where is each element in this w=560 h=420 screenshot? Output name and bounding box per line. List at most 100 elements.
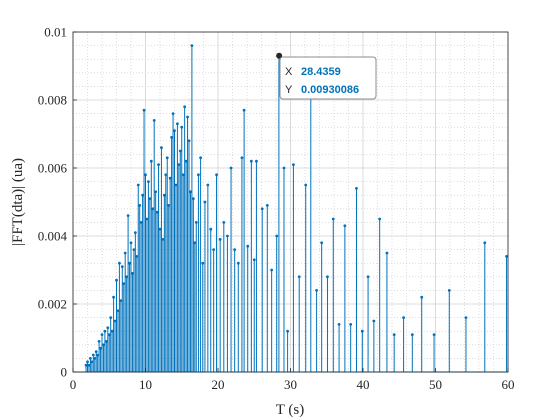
stem-marker [420,295,424,299]
stem-marker [304,183,308,187]
stem-marker [84,363,88,367]
stem-marker [100,333,104,336]
x-tick-label: 60 [502,377,515,392]
stem-marker [94,350,98,353]
x-tick-label: 30 [284,377,297,392]
stem-series [73,44,508,373]
y-tick-label: 0.008 [38,93,67,108]
stem-marker [206,183,210,187]
stem-marker [265,204,269,207]
stem-marker [168,176,172,180]
stem-marker [286,329,289,333]
stem-marker [129,241,133,245]
stem-marker [144,173,147,177]
x-tick-label: 40 [357,377,370,392]
stem-marker [116,309,120,313]
stem-marker [215,173,218,177]
stem-marker [122,282,126,285]
stem-marker [326,275,329,279]
stem-marker [154,190,158,194]
stem-marker [249,159,253,163]
stem-marker [120,265,124,268]
stem-marker [315,289,318,292]
stem-marker [107,333,111,336]
y-axis-ticks: 0 0.002 0.004 0.006 0.008 0.01 [38,25,77,380]
datatip-box [279,56,377,100]
stem-marker [199,156,203,160]
stem-marker [147,180,150,184]
stem-marker [155,210,159,214]
stem-marker [222,221,226,224]
stem-marker [112,295,115,299]
x-tick-label: 10 [139,377,152,392]
y-tick-label: 0 [61,365,68,380]
stem-marker [99,346,102,350]
stem-marker [177,163,181,167]
stem-marker [110,329,114,333]
datatip-x-value: 28.4359 [301,66,341,78]
stem-marker [483,241,487,245]
stem-marker [203,200,207,204]
stem-marker [123,251,127,255]
stem-marker [355,187,358,190]
stem-marker [170,136,174,139]
stem-marker [297,275,301,279]
stem-marker [171,112,175,115]
stem-marker [109,316,113,319]
stem-marker [133,231,137,235]
datatip[interactable]: X 28.4359 Y 0.00930086 [276,52,377,100]
stem-marker [126,214,130,218]
stem-marker [392,333,396,336]
stem-marker [282,166,286,170]
stem-marker [402,316,405,319]
stem-marker [165,156,169,160]
stem-marker [141,193,145,197]
y-axis-label: |FFT(dta)| (ua) [10,158,26,246]
stem-marker [385,251,389,255]
stem-marker [136,183,140,187]
stem-marker [174,183,178,187]
stem-marker [119,299,123,302]
stem-marker [87,363,91,367]
stem-marker [240,156,244,160]
stem-marker [226,234,229,238]
stem-marker [275,234,279,238]
stem-marker [184,159,188,163]
stem-marker [191,197,195,201]
stem-marker [161,238,165,241]
y-tick-label: 0.01 [44,25,67,40]
stem-marker [209,227,213,231]
stem-marker [229,166,233,170]
y-tick-label: 0.006 [38,161,68,176]
stem-marker [148,197,152,201]
stem-marker [236,261,240,265]
stem-marker [96,353,100,357]
datatip-x-label: X [285,66,293,78]
stem-marker [320,241,324,245]
stem-marker [162,193,166,197]
y-tick-label: 0.004 [38,229,68,244]
stem-marker [181,173,185,177]
stem-marker [90,360,94,364]
stem-marker [138,204,142,207]
stem-marker [201,261,205,265]
stem-marker [139,221,143,224]
stem-marker [152,119,156,122]
stem-marker [158,227,162,231]
datatip-y-label: Y [285,84,293,96]
stem-marker [186,115,189,119]
stem-marker [189,190,192,194]
stem-marker [505,255,508,258]
stem-marker [157,163,160,167]
stem-marker [337,323,341,326]
stem-marker [132,248,136,252]
stem-marker [167,204,171,207]
stem-marker [212,248,216,252]
stem-marker [246,244,250,248]
stem-marker [86,360,89,364]
stem-marker [135,255,139,258]
stem-marker [131,272,134,275]
stem-marker [118,261,121,265]
stem-marker [160,146,163,150]
